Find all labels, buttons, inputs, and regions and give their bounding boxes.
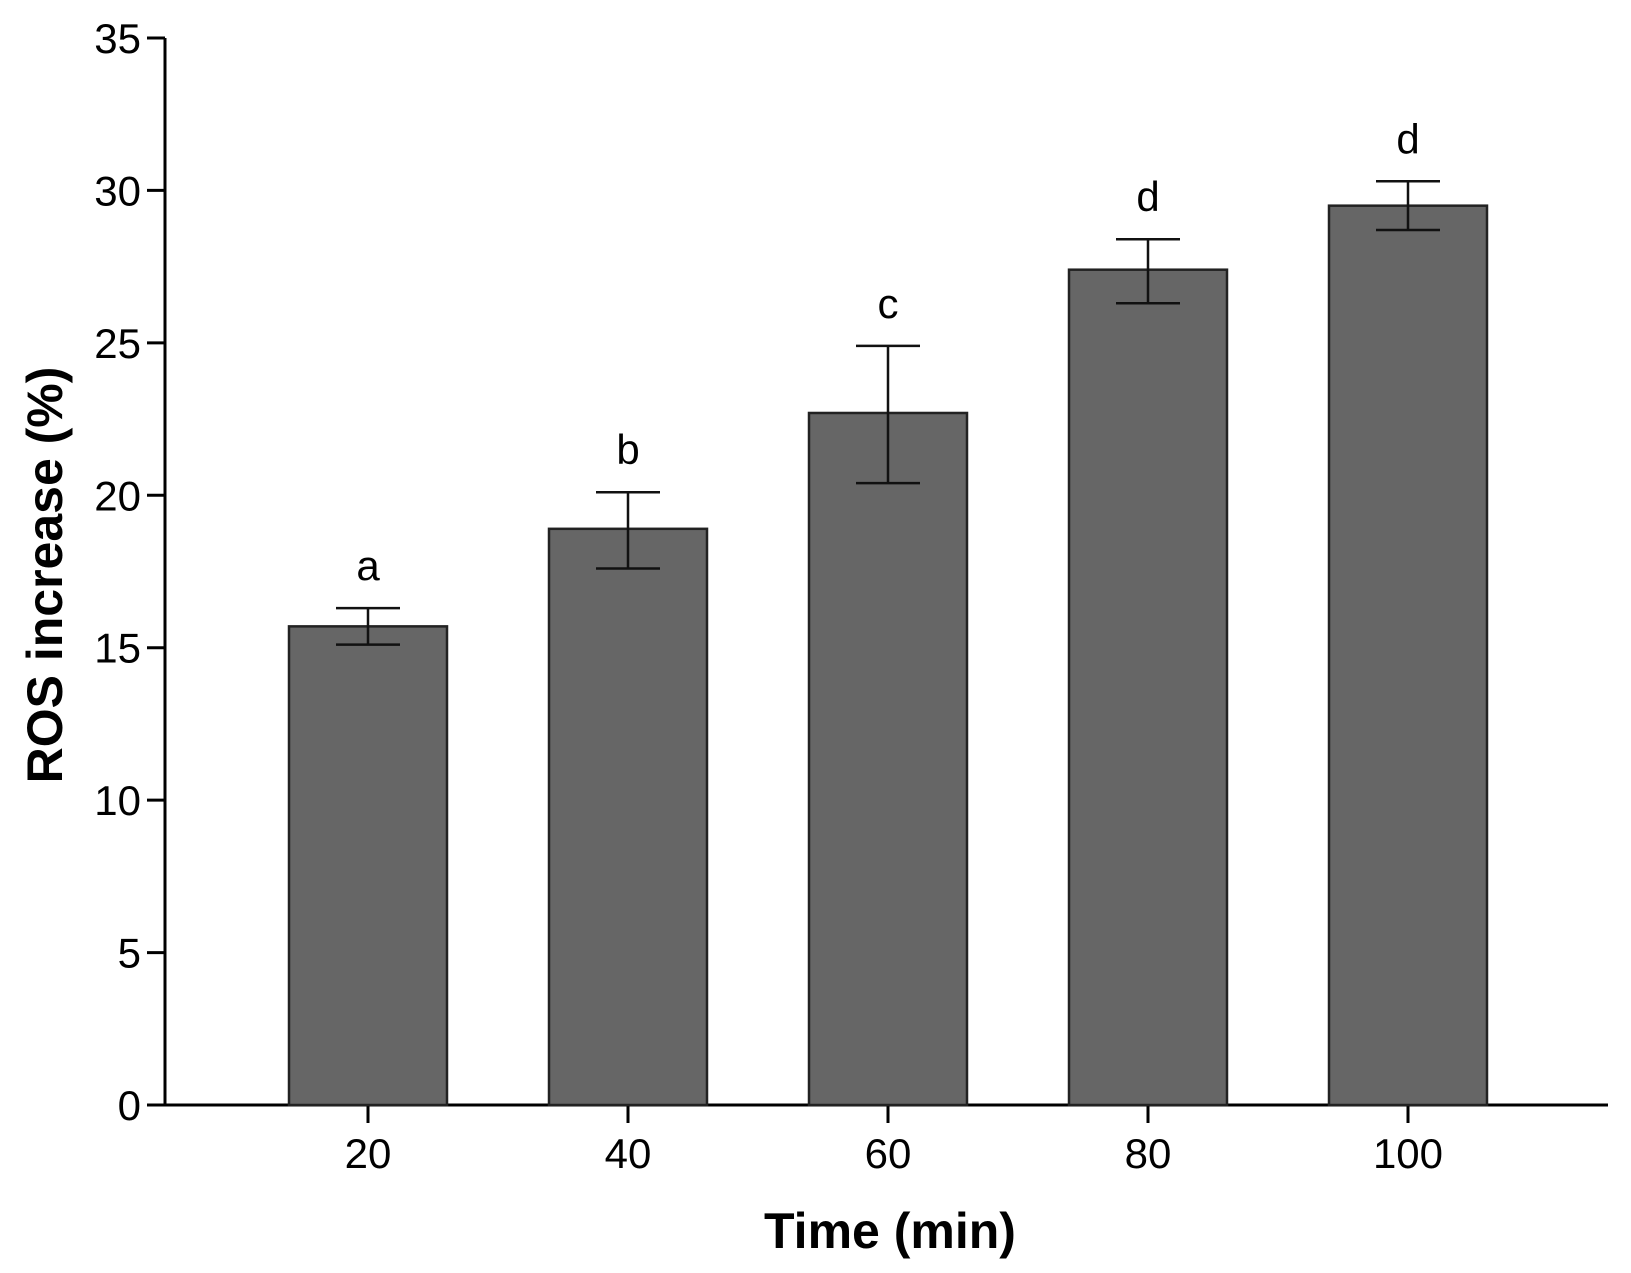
bar bbox=[807, 411, 969, 1107]
significance-label: b bbox=[616, 426, 639, 473]
x-tick-label: 40 bbox=[605, 1130, 652, 1177]
y-tick-label: 25 bbox=[94, 320, 141, 367]
x-tick-label: 60 bbox=[865, 1130, 912, 1177]
x-tick-label: 80 bbox=[1125, 1130, 1172, 1177]
y-tick-label: 20 bbox=[94, 472, 141, 519]
bar bbox=[1067, 268, 1229, 1107]
y-tick-label: 0 bbox=[118, 1082, 141, 1129]
x-axis-title: Time (min) bbox=[764, 1203, 1016, 1259]
y-tick-label: 15 bbox=[94, 625, 141, 672]
bar bbox=[1327, 204, 1489, 1107]
significance-label: a bbox=[356, 542, 380, 589]
bar bbox=[547, 527, 709, 1107]
x-tick-label: 20 bbox=[345, 1130, 392, 1177]
y-axis-title: ROS increase (%) bbox=[17, 367, 73, 784]
x-tick-label: 100 bbox=[1373, 1130, 1443, 1177]
significance-label: c bbox=[878, 280, 899, 327]
bar bbox=[287, 625, 449, 1107]
significance-labels: a b c d d bbox=[356, 115, 1419, 589]
y-tick-label: 30 bbox=[94, 167, 141, 214]
y-tick-label: 5 bbox=[118, 930, 141, 977]
y-tick-label: 10 bbox=[94, 777, 141, 824]
axes: 0 5 10 15 20 25 30 35 20 40 60 80 100 bbox=[94, 15, 1608, 1177]
bars bbox=[287, 204, 1489, 1107]
significance-label: d bbox=[1136, 173, 1159, 220]
significance-label: d bbox=[1396, 115, 1419, 162]
error-bars bbox=[336, 180, 1440, 646]
y-tick-label: 35 bbox=[94, 15, 141, 62]
